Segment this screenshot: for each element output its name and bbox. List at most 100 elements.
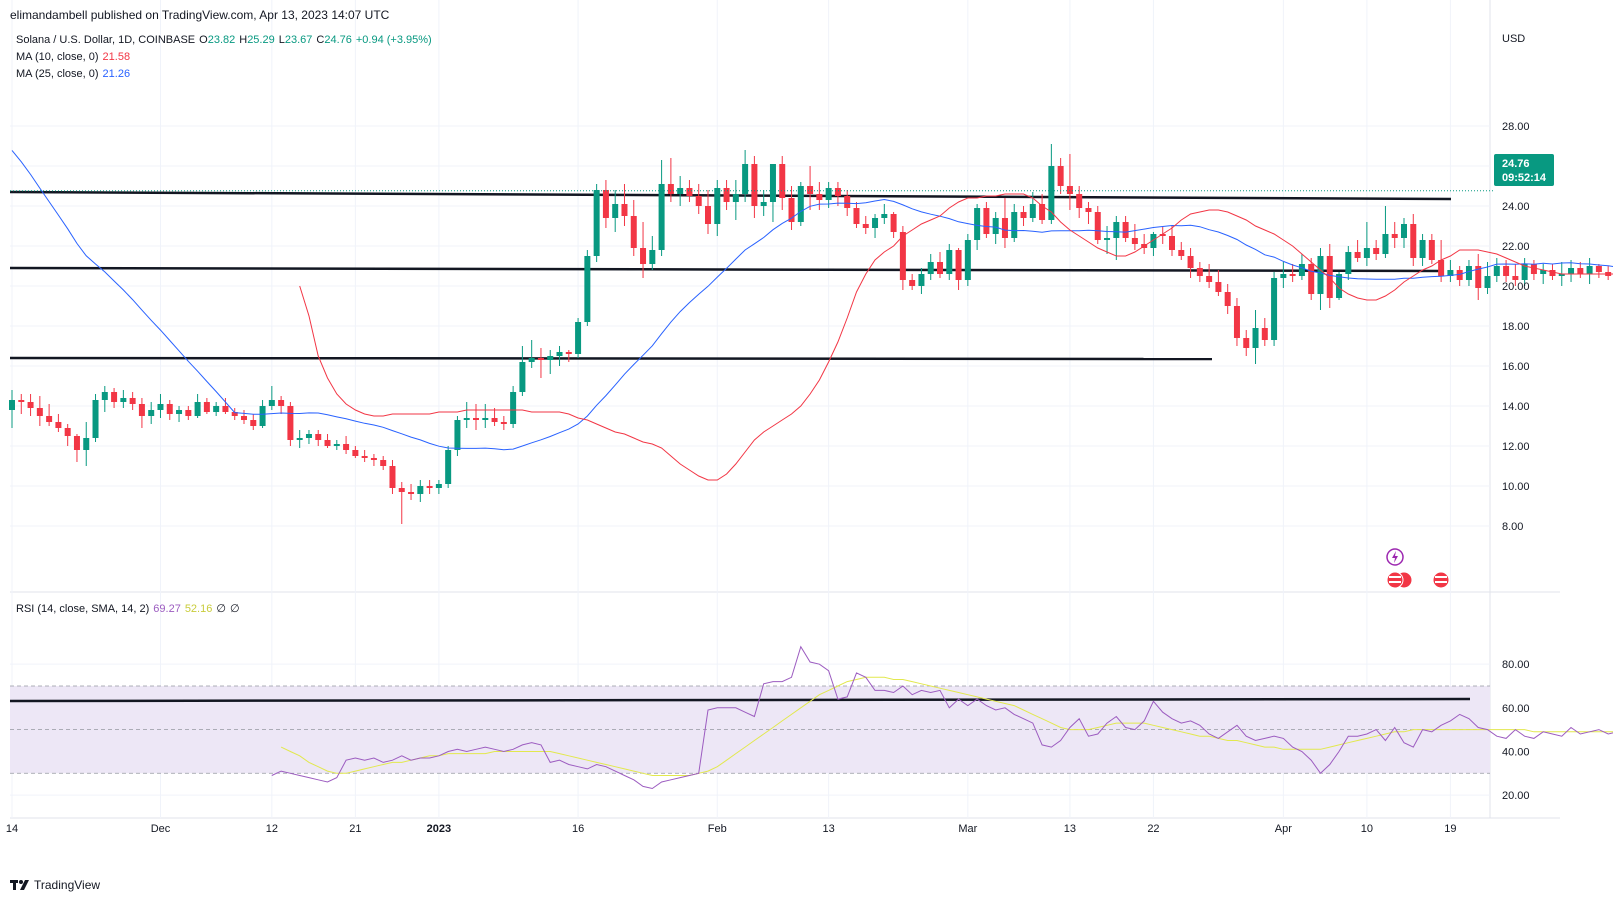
candle-body <box>1521 264 1528 280</box>
candle-body <box>1530 264 1537 274</box>
candle-body <box>909 280 916 286</box>
candle-body <box>305 434 312 438</box>
legend-ma25[interactable]: MA (25, close, 0) 21.26 <box>16 68 134 80</box>
candle-body <box>64 428 71 436</box>
candle-body <box>1196 268 1203 276</box>
candle-body <box>380 460 387 466</box>
time-axis[interactable]: 14 Dec 12 21 2023 16 Feb 13 Mar 13 22 Apr 10 19 <box>6 823 1457 835</box>
footer-brand[interactable]: TradingView <box>10 878 100 892</box>
lightning-icon-glyph <box>1392 551 1398 563</box>
candle-body <box>853 208 860 224</box>
candle-body <box>872 218 879 228</box>
candle-body <box>537 358 544 360</box>
candle-body <box>259 406 266 426</box>
rsi-label[interactable]: RSI (14, close, SMA, 14, 2) <box>16 603 150 615</box>
price-tick-label: 18.00 <box>1502 321 1530 333</box>
candle-body <box>343 444 350 450</box>
candle-body <box>1354 252 1361 258</box>
candle-body <box>194 402 201 416</box>
candle-body <box>1391 234 1398 238</box>
candle-body <box>83 438 90 450</box>
candle-body <box>500 422 507 424</box>
candle-body <box>918 274 925 286</box>
candle-body <box>101 392 108 400</box>
candle-body <box>695 196 702 206</box>
candle-body <box>1456 270 1463 280</box>
candle-body <box>1233 306 1240 338</box>
candle-body <box>816 194 823 200</box>
candle-body <box>1382 234 1389 254</box>
rsi-sma-line <box>280 676 1613 776</box>
candle-body <box>1011 212 1018 238</box>
flag-stripe <box>1435 581 1447 583</box>
candle-body <box>1169 236 1175 250</box>
candle-body <box>1363 248 1370 258</box>
time-tick-label: Feb <box>708 823 727 835</box>
legend-main[interactable]: Solana / U.S. Dollar, 1D, COINBASE O23.82… <box>16 34 436 46</box>
candle-body <box>1094 212 1101 240</box>
rsi-extra-2: ∅ <box>229 603 240 615</box>
rsi-axis[interactable]: 80.00 60.00 40.00 20.00 <box>1502 659 1530 802</box>
rsi-tick-label: 40.00 <box>1502 746 1530 758</box>
candle-body <box>315 434 322 440</box>
candle-body <box>213 406 220 412</box>
candle-body <box>389 466 396 488</box>
candle-body <box>1345 252 1352 274</box>
candle-body <box>148 410 155 416</box>
candle-body <box>454 420 461 450</box>
legend-ma10[interactable]: MA (10, close, 0) 21.58 <box>16 51 134 63</box>
candle-body <box>1252 328 1259 348</box>
ma25-label[interactable]: MA (25, close, 0) <box>16 68 99 80</box>
candle-body <box>1475 266 1482 288</box>
candle-body <box>408 492 415 494</box>
time-tick-label: Dec <box>151 823 171 835</box>
candle-body <box>677 188 684 194</box>
time-tick-label: 22 <box>1147 823 1159 835</box>
legend-rsi[interactable]: RSI (14, close, SMA, 14, 2) 69.27 52.16 ∅ ∅ <box>16 602 244 615</box>
candle-body <box>899 232 906 280</box>
candle-body <box>1243 338 1250 348</box>
candle-body <box>1224 292 1231 306</box>
flag-stripe <box>1389 581 1401 583</box>
change-value: +0.94 (+3.95%) <box>355 34 432 46</box>
high-value: 25.29 <box>247 34 275 46</box>
candle-body <box>565 352 572 354</box>
candle-body <box>1001 218 1008 238</box>
last-price-value: 24.76 <box>1502 158 1530 170</box>
candle-body <box>983 208 990 234</box>
candle-body <box>1150 234 1157 248</box>
ma10-line <box>299 193 1613 481</box>
price-tick-label: 28.00 <box>1502 121 1530 133</box>
candle-body <box>834 188 841 196</box>
candle-body <box>1289 274 1296 276</box>
low-value: 23.67 <box>284 34 313 46</box>
time-tick-label: 13 <box>823 823 835 835</box>
candle-body <box>1438 260 1445 276</box>
candle-body <box>92 400 99 438</box>
candle-body <box>1373 248 1380 254</box>
rsi-tick-label: 60.00 <box>1502 703 1530 715</box>
candle-body <box>1113 222 1120 238</box>
time-tick-label: 19 <box>1444 823 1456 835</box>
candle-body <box>1336 274 1343 298</box>
support-resistance-lines <box>9 190 1471 703</box>
price-tick-label: 22.00 <box>1502 241 1530 253</box>
symbol-label[interactable]: Solana / U.S. Dollar, 1D, COINBASE <box>16 34 196 46</box>
candles[interactable] <box>9 144 1613 524</box>
candle-body <box>370 458 377 460</box>
candle-body <box>1271 278 1278 340</box>
us-flag-icon[interactable] <box>1386 571 1404 589</box>
candle-body <box>1131 238 1138 244</box>
event-icons[interactable] <box>1386 548 1450 589</box>
price-tick-label: 12.00 <box>1502 441 1530 453</box>
candle-body <box>705 206 711 224</box>
candle-body <box>36 408 43 416</box>
us-flag-icon[interactable] <box>1432 571 1450 589</box>
candle-body <box>1215 282 1222 292</box>
ma10-label[interactable]: MA (10, close, 0) <box>16 51 99 63</box>
candle-body <box>649 250 656 264</box>
price-tick-label: 14.00 <box>1502 401 1530 413</box>
candle-body <box>807 186 814 194</box>
candle-body <box>435 484 442 488</box>
